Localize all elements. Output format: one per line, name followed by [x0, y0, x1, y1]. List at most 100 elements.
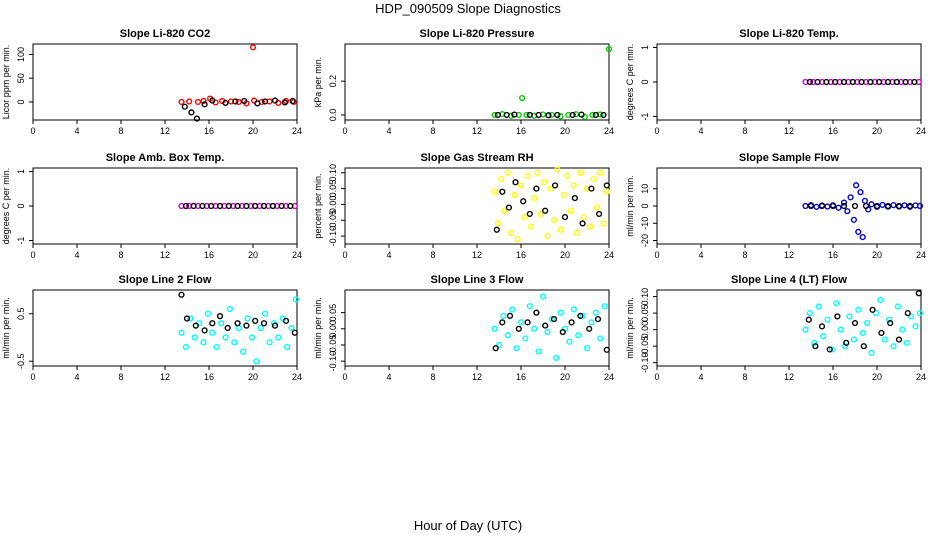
y-axis-label: kPa per min.	[313, 57, 323, 108]
panel-5: Slope Gas Stream RH percent per min. 0 4 8 12…	[313, 152, 614, 260]
x-tick-label: 8	[742, 372, 747, 382]
x-tick-label: 4	[74, 250, 79, 260]
data-point	[904, 310, 911, 317]
data-point	[603, 346, 610, 353]
data-point	[869, 306, 876, 313]
data-point	[579, 220, 586, 227]
data-point	[249, 44, 257, 51]
x-tick-label: 4	[386, 372, 391, 382]
data-point	[509, 306, 516, 313]
data-point	[193, 115, 201, 122]
x-tick-label: 12	[784, 372, 794, 382]
x-tick-label: 16	[516, 250, 526, 260]
data-point	[857, 189, 864, 196]
data-point	[271, 322, 279, 329]
y-tick-label: -20	[640, 234, 650, 247]
data-point	[260, 320, 268, 327]
data-point	[494, 220, 502, 227]
data-point	[829, 202, 837, 210]
data-point	[491, 188, 498, 195]
x-tick-label: 16	[828, 250, 838, 260]
data-point	[252, 317, 259, 324]
data-point	[254, 100, 261, 107]
data-point	[517, 182, 525, 189]
data-point	[551, 182, 559, 189]
panel-title: Slope Gas Stream RH	[420, 152, 533, 164]
panel-4: Slope Amb. Box Temp. degrees C per min. 0 4…	[1, 152, 302, 260]
x-tick-label: 20	[560, 372, 570, 382]
data-point	[911, 78, 918, 86]
y-axis-label: ml/min per min.	[625, 175, 635, 237]
data-point	[291, 329, 298, 336]
data-point	[218, 320, 225, 327]
data-point	[819, 333, 827, 340]
data-point	[899, 326, 906, 333]
data-point	[589, 111, 596, 119]
data-point	[544, 328, 551, 336]
y-tick-label: 0.00	[328, 196, 338, 214]
data-point	[579, 312, 586, 319]
data-point	[257, 324, 264, 332]
data-point	[539, 293, 547, 300]
data-point	[503, 111, 510, 119]
data-point	[844, 208, 851, 215]
panel-6: Slope Sample Flow ml/min per min. 0 4 8 12 16 2…	[625, 152, 926, 260]
data-point	[847, 194, 854, 201]
data-point	[568, 319, 575, 326]
data-point	[872, 310, 880, 317]
data-point	[548, 111, 555, 119]
data-point	[224, 324, 231, 332]
data-point	[916, 202, 924, 210]
y-tick-label: 1	[640, 45, 650, 50]
y-tick-label: 50	[16, 73, 26, 83]
data-point	[527, 223, 535, 230]
data-point	[841, 343, 849, 350]
x-tick-label: 4	[74, 372, 79, 382]
data-point	[194, 98, 202, 106]
data-point	[559, 328, 566, 336]
data-point	[231, 339, 238, 346]
data-point	[873, 202, 881, 210]
data-point	[811, 339, 818, 346]
data-point	[850, 216, 858, 223]
data-point	[534, 169, 541, 176]
y-tick-label: 0	[640, 203, 650, 208]
data-point	[877, 296, 884, 304]
data-point	[840, 202, 848, 210]
data-point	[225, 202, 232, 210]
x-tick-label: 16	[828, 372, 838, 382]
x-tick-label: 24	[916, 250, 926, 260]
data-point	[802, 202, 809, 210]
y-tick-label: 0.00	[640, 321, 650, 339]
data-point	[818, 202, 826, 210]
data-point	[513, 345, 520, 352]
x-tick-label: 16	[204, 250, 214, 260]
x-tick-label: 24	[292, 126, 302, 136]
data-point	[603, 182, 610, 189]
y-tick-label: 0	[640, 79, 650, 84]
x-tick-label: 0	[30, 126, 35, 136]
data-point	[522, 335, 529, 342]
data-point	[499, 319, 506, 326]
data-point	[544, 232, 551, 240]
data-point	[577, 169, 584, 176]
x-tick-label: 16	[516, 372, 526, 382]
data-point	[862, 202, 870, 210]
data-point	[192, 322, 199, 329]
data-point	[554, 166, 561, 173]
x-tick-label: 0	[342, 372, 347, 382]
data-point	[248, 334, 256, 341]
data-point	[533, 309, 540, 316]
data-point	[495, 341, 503, 349]
data-point	[868, 201, 875, 208]
data-point	[828, 346, 836, 353]
data-point	[520, 198, 527, 205]
y-tick-label: -1	[640, 113, 650, 121]
x-tick-label: 12	[160, 126, 170, 136]
data-point	[912, 323, 919, 330]
data-point	[818, 323, 826, 330]
x-tick-label: 12	[160, 372, 170, 382]
data-point	[526, 111, 533, 119]
x-tick-label: 8	[742, 250, 747, 260]
y-tick-label: 0.00	[328, 320, 338, 338]
